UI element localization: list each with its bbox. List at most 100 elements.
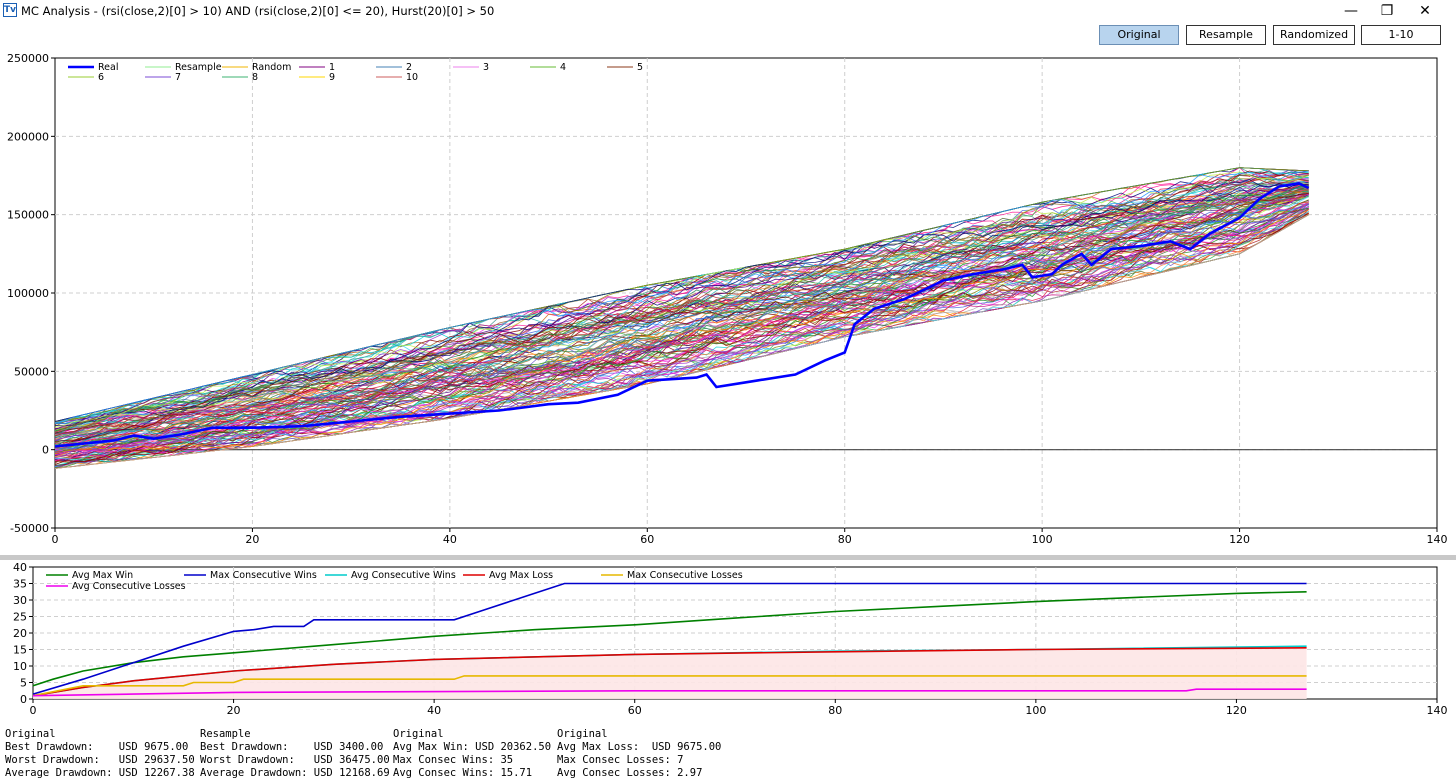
app-icon: Tv bbox=[3, 3, 17, 17]
simulation-path bbox=[54, 170, 1309, 424]
x-tick-label: 80 bbox=[838, 533, 852, 546]
y-tick-label: 40 bbox=[13, 561, 27, 574]
series-line bbox=[32, 647, 1307, 697]
stats-line: Best Drawdown: USD 3400.00 bbox=[200, 741, 384, 753]
legend-label: Avg Max Win bbox=[72, 570, 133, 581]
y-tick-label: 50000 bbox=[14, 365, 49, 378]
plot-area bbox=[54, 57, 1438, 529]
simulation-path bbox=[54, 192, 1309, 446]
simulation-paths bbox=[54, 167, 1309, 469]
y-tick-label: 15 bbox=[13, 644, 27, 657]
series-line bbox=[32, 591, 1307, 687]
chart-divider[interactable] bbox=[0, 555, 1456, 560]
stats-line: Max Consec Wins: 35 bbox=[393, 754, 514, 766]
stats-line: Average Drawdown: USD 12267.38 bbox=[5, 767, 195, 779]
legend-label: Avg Max Loss bbox=[489, 570, 553, 581]
stats-line: Worst Drawdown: USD 29637.50 bbox=[5, 754, 195, 766]
legend-label: 8 bbox=[252, 72, 258, 83]
resample-button[interactable]: Resample bbox=[1186, 25, 1266, 45]
series-line-real bbox=[54, 181, 1310, 448]
simulation-path bbox=[54, 184, 1309, 438]
simulation-path bbox=[54, 193, 1309, 442]
legend-label: Avg Consecutive Losses bbox=[72, 581, 186, 592]
y-tick-label: 35 bbox=[13, 578, 27, 591]
legend-label: Resample bbox=[175, 62, 222, 73]
simulation-path bbox=[54, 201, 1309, 454]
legend: Avg Max Win Max Consecutive Wins Avg Conse… bbox=[46, 570, 743, 592]
simulation-path bbox=[54, 214, 1309, 469]
y-tick-label: -50000 bbox=[10, 522, 49, 535]
legend-label: 7 bbox=[175, 72, 181, 83]
legend-label: Avg Consecutive Wins bbox=[351, 570, 456, 581]
stats-header: Resample bbox=[200, 728, 251, 740]
x-tick-label: 20 bbox=[245, 533, 259, 546]
original-button[interactable]: Original bbox=[1099, 25, 1179, 45]
y-tick-label: 5 bbox=[20, 677, 27, 690]
simulation-path bbox=[54, 179, 1309, 426]
x-tick-label: 20 bbox=[227, 704, 241, 717]
simulation-path bbox=[54, 195, 1309, 446]
x-tick-label: 0 bbox=[30, 704, 37, 717]
series-line bbox=[32, 675, 1307, 697]
x-tick-label: 60 bbox=[628, 704, 642, 717]
legend-label: 9 bbox=[329, 72, 335, 83]
simulation-path bbox=[54, 204, 1309, 453]
simulation-path bbox=[54, 210, 1309, 461]
x-tick-label: 60 bbox=[640, 533, 654, 546]
y-tick-label: 0 bbox=[20, 693, 27, 706]
y-tick-label: 30 bbox=[13, 594, 27, 607]
x-tick-label: 80 bbox=[828, 704, 842, 717]
stats-line: Avg Consec Losses: 2.97 bbox=[557, 767, 703, 779]
randomized-button[interactable]: Randomized bbox=[1273, 25, 1355, 45]
equity-curve-chart: 0 20 40 60 80 100 120 140-500000500001000001500… bbox=[7, 52, 1448, 546]
y-tick-label: 150000 bbox=[7, 209, 49, 222]
stats-line: Best Drawdown: USD 9675.00 bbox=[5, 741, 189, 753]
series-line bbox=[32, 688, 1307, 697]
range-1-10-button[interactable]: 1-10 bbox=[1361, 25, 1441, 45]
y-tick-label: 200000 bbox=[7, 130, 49, 143]
simulation-path bbox=[54, 193, 1309, 435]
legend-label: 4 bbox=[560, 62, 566, 73]
stats-block-original-drawdown: Original Best Drawdown: USD 9675.00 Wors… bbox=[5, 728, 195, 780]
stats-line: Avg Max Win: USD 20362.50 bbox=[393, 741, 552, 753]
simulation-path bbox=[54, 182, 1309, 431]
minimize-button[interactable]: — bbox=[1344, 3, 1358, 19]
simulation-path bbox=[54, 171, 1309, 425]
simulation-path bbox=[54, 178, 1309, 437]
simulation-path bbox=[54, 187, 1309, 444]
stats-header: Original bbox=[5, 728, 56, 740]
restore-button[interactable]: ❐ bbox=[1380, 3, 1394, 19]
stats-block-resample-drawdown: Resample Best Drawdown: USD 3400.00 Wors… bbox=[200, 728, 390, 780]
y-tick-label: 0 bbox=[42, 444, 49, 457]
trade-statistics-chart: 0 20 40 60 80 100 120 140 0 5 10 15 20 25 30 35 40 Avg Ma… bbox=[13, 561, 1448, 717]
legend-label: 2 bbox=[406, 62, 412, 73]
simulation-path bbox=[54, 171, 1309, 428]
x-tick-label: 140 bbox=[1427, 533, 1448, 546]
simulation-path bbox=[54, 179, 1309, 434]
stats-line: Avg Max Loss: USD 9675.00 bbox=[557, 741, 722, 753]
close-button[interactable]: ✕ bbox=[1419, 3, 1431, 19]
simulation-path bbox=[54, 208, 1309, 459]
x-tick-label: 120 bbox=[1226, 704, 1247, 717]
stats-line: Average Drawdown: USD 12168.69 bbox=[200, 767, 390, 779]
y-tick-label: 250000 bbox=[7, 52, 49, 65]
simulation-path bbox=[54, 209, 1309, 469]
simulation-path bbox=[54, 209, 1309, 454]
legend-label: Random bbox=[252, 62, 291, 73]
x-tick-label: 100 bbox=[1025, 704, 1046, 717]
stats-line: Worst Drawdown: USD 36475.00 bbox=[200, 754, 390, 766]
title-bar: Tv MC Analysis - (rsi(close,2)[0] > 10) … bbox=[0, 0, 1456, 22]
legend-label: 6 bbox=[98, 72, 104, 83]
y-tick-label: 10 bbox=[13, 660, 27, 673]
simulation-path bbox=[54, 183, 1309, 422]
x-tick-label: 40 bbox=[443, 533, 457, 546]
x-tick-label: 0 bbox=[52, 533, 59, 546]
x-tick-label: 120 bbox=[1229, 533, 1250, 546]
x-tick-label: 40 bbox=[427, 704, 441, 717]
x-tick-label: 140 bbox=[1427, 704, 1448, 717]
avg-max-loss-area bbox=[33, 647, 1307, 699]
legend-label: Max Consecutive Wins bbox=[210, 570, 317, 581]
series-line bbox=[32, 582, 1307, 695]
legend-label: Max Consecutive Losses bbox=[627, 570, 743, 581]
legend-label: 5 bbox=[637, 62, 643, 73]
